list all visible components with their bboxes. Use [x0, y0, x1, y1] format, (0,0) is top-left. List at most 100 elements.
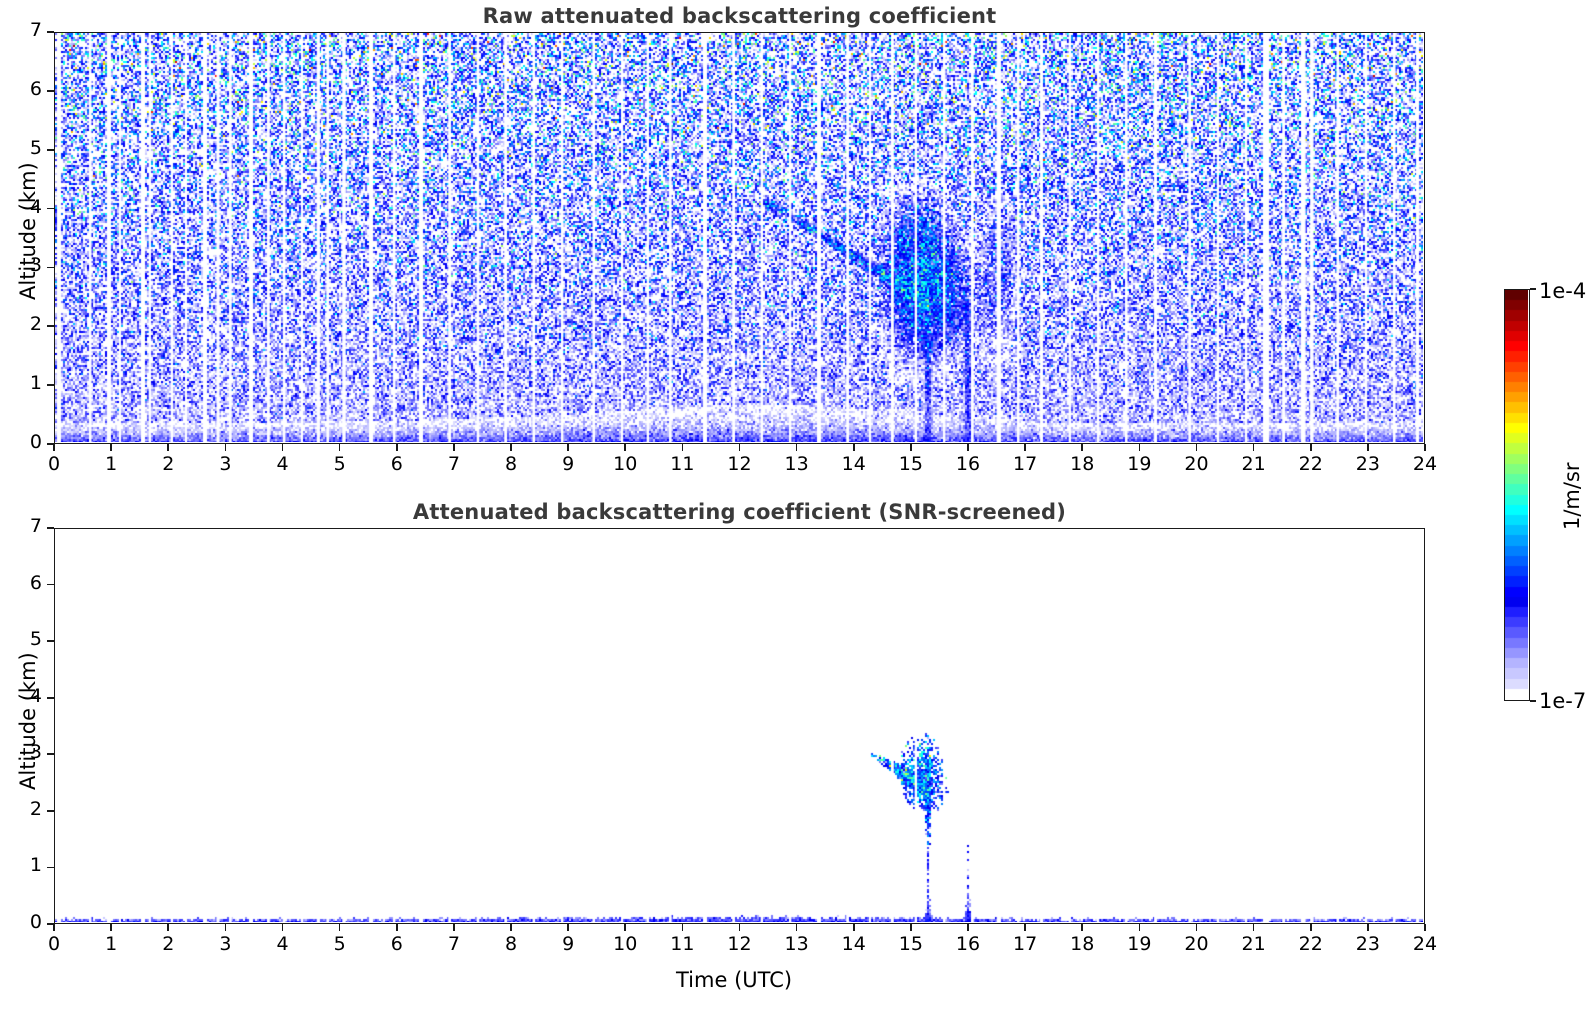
raw-y-axis-label: Altitude (km): [16, 162, 40, 300]
screened-x-tick: [738, 924, 741, 931]
raw-x-tick: [1367, 444, 1369, 451]
screened-x-tick-label: 1: [105, 933, 118, 955]
screened-x-tick-label: 6: [390, 933, 403, 955]
screened-x-tick: [567, 924, 569, 931]
screened-x-tick: [395, 924, 398, 931]
raw-y-tick-label: 0: [29, 431, 42, 453]
screened-x-tick-label: 18: [1070, 933, 1095, 955]
screened-x-tick: [1138, 924, 1141, 931]
screened-y-axis-label: Altitude (km): [16, 652, 40, 790]
colorbar: [1504, 289, 1530, 701]
raw-x-tick: [967, 444, 969, 451]
raw-x-tick: [681, 444, 684, 451]
raw-x-tick-label: 24: [1412, 453, 1438, 475]
screened-x-tick-label: 11: [670, 933, 695, 955]
raw-y-tick-label: 7: [29, 19, 42, 41]
screened-x-tick-label: 21: [1241, 933, 1266, 955]
screened-backscatter-axes: [54, 528, 1425, 924]
screened-x-tick: [224, 924, 227, 931]
raw-x-tick-label: 23: [1355, 453, 1380, 475]
screened-y-tick: [47, 583, 54, 586]
colorbar-top-tick: [1530, 288, 1536, 290]
raw-x-tick: [1195, 444, 1198, 451]
screened-x-tick: [338, 924, 341, 931]
screened-backscatter-heatmap: [55, 529, 1423, 922]
screened-y-tick-label: 7: [29, 515, 42, 537]
raw-y-tick: [47, 384, 54, 386]
raw-x-tick-label: 16: [955, 453, 981, 475]
screened-x-tick: [1367, 924, 1369, 931]
raw-x-tick: [453, 444, 455, 451]
raw-x-tick: [910, 444, 912, 451]
screened-x-tick-label: 8: [504, 933, 518, 955]
screened-x-tick: [795, 924, 798, 931]
screened-y-tick: [47, 866, 54, 869]
screened-y-tick-label: 3: [29, 741, 42, 764]
raw-x-tick-label: 0: [47, 453, 61, 475]
raw-y-tick-label: 5: [29, 136, 42, 159]
screened-x-tick-label: 19: [1127, 933, 1152, 955]
raw-x-tick-label: 22: [1298, 453, 1323, 475]
colorbar-gradient: [1505, 290, 1528, 699]
colorbar-max-label: 1e-4: [1539, 279, 1587, 303]
raw-x-tick-label: 8: [504, 453, 518, 475]
screened-x-tick: [910, 924, 912, 931]
raw-x-tick: [167, 444, 170, 451]
screened-x-tick-label: 7: [447, 933, 460, 955]
raw-x-tick: [1309, 444, 1312, 451]
screened-x-tick: [1195, 924, 1198, 931]
screened-y-tick-label: 2: [29, 797, 42, 820]
screened-x-tick: [1424, 924, 1426, 931]
screened-x-tick-label: 23: [1355, 933, 1380, 955]
raw-x-tick-label: 10: [613, 453, 638, 475]
screened-x-tick-label: 22: [1298, 933, 1323, 955]
raw-x-tick: [110, 444, 112, 451]
screened-x-tick-label: 3: [219, 933, 232, 955]
screened-x-tick-label: 10: [613, 933, 638, 955]
raw-x-tick-label: 20: [1184, 453, 1209, 475]
raw-x-tick: [281, 444, 284, 451]
raw-x-tick-label: 21: [1241, 453, 1266, 475]
screened-x-tick: [1081, 924, 1084, 931]
screened-x-tick-label: 9: [562, 933, 575, 955]
screened-x-tick: [681, 924, 684, 931]
raw-y-tick: [47, 207, 54, 210]
screened-y-tick: [47, 640, 54, 642]
raw-x-tick-label: 3: [219, 453, 232, 475]
raw-x-tick: [567, 444, 569, 451]
raw-y-tick: [47, 443, 54, 445]
screened-y-tick: [47, 696, 54, 699]
screened-x-tick-label: 20: [1184, 933, 1209, 955]
raw-x-tick: [53, 444, 55, 451]
raw-x-tick: [738, 444, 741, 451]
raw-x-tick: [1081, 444, 1084, 451]
screened-x-tick-label: 14: [841, 933, 866, 955]
raw-x-tick-label: 5: [333, 453, 346, 475]
raw-x-tick-label: 14: [841, 453, 866, 475]
screened-y-tick: [47, 810, 54, 812]
screened-y-tick: [47, 753, 54, 756]
raw-x-tick-label: 18: [1070, 453, 1095, 475]
screened-x-tick: [510, 924, 512, 931]
raw-x-tick-label: 17: [1013, 453, 1038, 475]
screened-x-tick: [281, 924, 284, 931]
screened-x-tick: [1309, 924, 1312, 931]
screened-x-tick-label: 17: [1013, 933, 1038, 955]
raw-x-tick-label: 1: [105, 453, 118, 475]
raw-x-tick: [1138, 444, 1141, 451]
screened-x-tick: [624, 924, 627, 931]
raw-y-tick-label: 3: [29, 254, 42, 277]
raw-x-tick: [1252, 444, 1255, 451]
raw-x-tick: [224, 444, 227, 451]
raw-backscatter-heatmap: [55, 33, 1423, 442]
raw-y-tick: [47, 31, 54, 33]
screened-x-tick-label: 16: [955, 933, 981, 955]
screened-y-tick-label: 6: [29, 571, 42, 594]
screened-x-tick-label: 12: [727, 933, 752, 955]
raw-y-tick-label: 4: [29, 195, 42, 218]
screened-y-tick-label: 5: [29, 628, 42, 651]
raw-y-tick: [47, 325, 54, 328]
screened-x-tick: [1024, 924, 1026, 931]
screened-x-tick-label: 15: [898, 933, 923, 955]
